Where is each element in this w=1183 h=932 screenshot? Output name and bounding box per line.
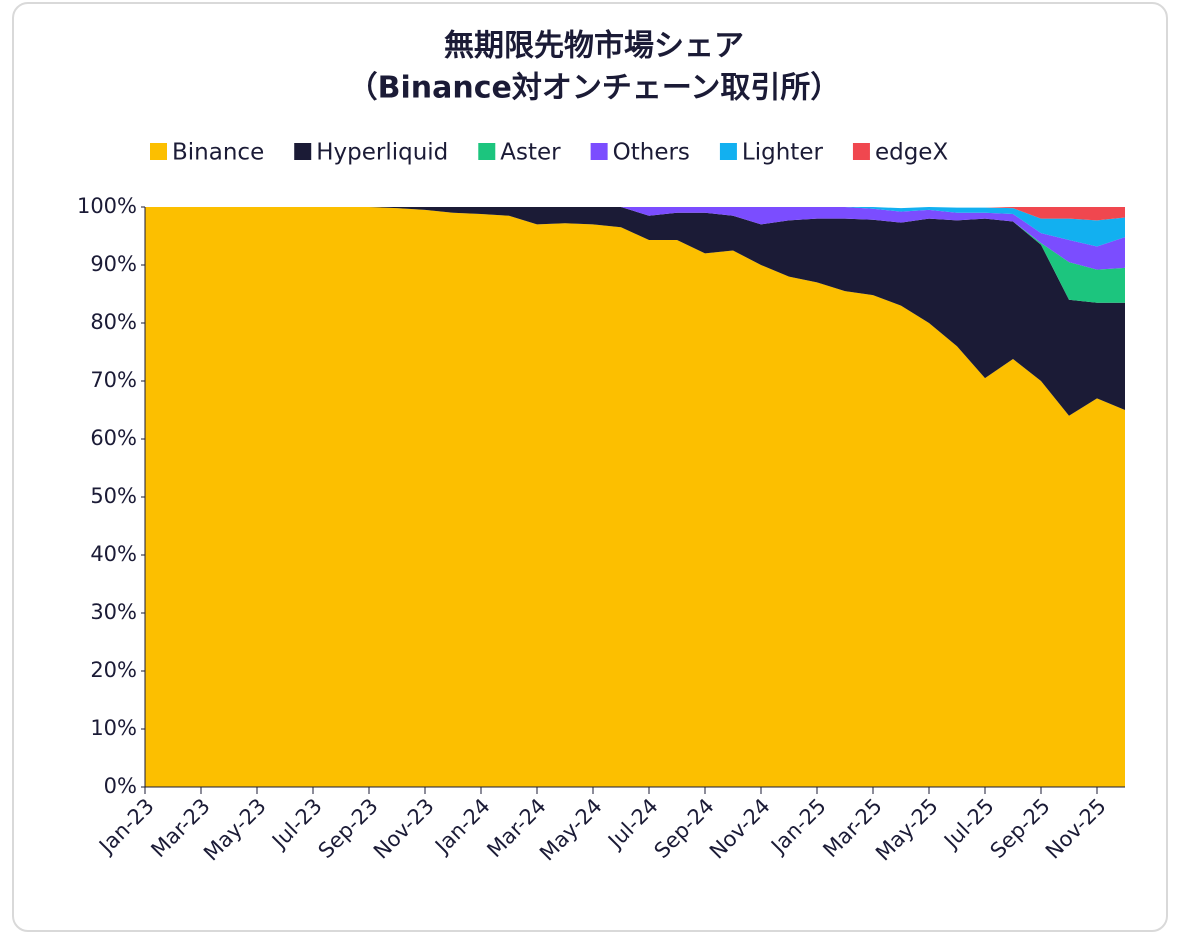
legend-label: Lighter [742,140,824,166]
y-tick-label: 60% [90,426,137,450]
x-tick-label: Sep-24 [650,794,719,863]
chart-subtitle: （Binance対オンチェーン取引所） [348,71,841,106]
x-tick-label: May-24 [535,794,607,866]
y-tick-label: 90% [90,252,137,276]
y-tick-label: 80% [90,310,137,334]
legend-label: Others [613,140,690,166]
x-tick-label: Sep-25 [986,794,1055,863]
legend: Binance Hyperliquid Aster Others Lighter edge… [150,140,948,166]
y-tick-label: 40% [90,542,137,566]
x-tick-label: Nov-23 [369,794,439,864]
y-tick-label: 70% [90,368,137,392]
legend-swatch [150,143,167,160]
area [145,207,1125,416]
x-tick-label: May-23 [199,794,271,866]
legend-swatch [590,143,608,160]
y-tick-label: 10% [90,716,137,740]
x-tick-label: Nov-24 [705,794,775,864]
x-tick-label: May-25 [871,794,943,866]
y-tick-label: 100% [77,194,137,218]
y-tick-label: 0% [104,774,137,798]
x-tick-label: Jan-23 [93,794,159,860]
y-tick-label: 20% [90,658,137,682]
legend-label: Hyperliquid [316,140,448,166]
legend-swatch [852,143,870,160]
x-tick-label: Jan-25 [765,794,831,860]
area [145,207,1125,221]
legend-label: Aster [500,140,561,166]
legend-label: edgeX [875,140,949,166]
x-tick-label: Sep-23 [314,794,383,863]
x-tick-label: Nov-25 [1041,794,1111,864]
y-tick-label: 30% [90,600,137,624]
y-tick-label: 50% [90,484,137,508]
legend-swatch [294,143,312,160]
legend-swatch [478,143,496,160]
x-tick-label: Jan-24 [429,794,495,860]
legend-label: Binance [172,140,264,166]
area [145,207,1125,787]
chart-title: 無期限先物市場シェア [444,29,744,64]
legend-swatch [719,143,737,160]
